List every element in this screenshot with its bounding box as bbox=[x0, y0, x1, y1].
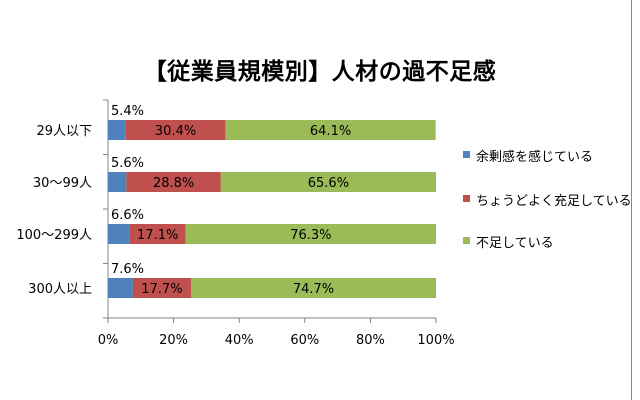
bar-segment bbox=[190, 278, 436, 298]
bar-segment bbox=[185, 224, 436, 244]
x-tick-label: 0% bbox=[98, 333, 119, 348]
bar-segment bbox=[108, 172, 127, 192]
legend-item-shortage: 不足している bbox=[463, 232, 554, 251]
x-tick-label: 100% bbox=[417, 333, 454, 348]
x-tick-label: 40% bbox=[225, 333, 254, 348]
data-label: 76.3% bbox=[290, 228, 331, 243]
data-label: 5.4% bbox=[111, 104, 144, 119]
bar-segment bbox=[108, 224, 130, 244]
legend-label-sufficient: ちょうどよく充足している bbox=[476, 194, 632, 209]
data-label: 6.6% bbox=[111, 208, 144, 223]
data-label: 74.7% bbox=[293, 282, 334, 297]
data-label: 28.8% bbox=[153, 176, 194, 191]
x-tick-label: 60% bbox=[290, 333, 319, 348]
legend-swatch-shortage bbox=[463, 237, 470, 244]
data-label: 65.6% bbox=[308, 176, 349, 191]
x-tick-label: 80% bbox=[356, 333, 385, 348]
category-label: 300人以上 bbox=[28, 282, 92, 297]
bar-segment bbox=[225, 120, 436, 140]
bar-segment bbox=[132, 278, 191, 298]
legend-item-surplus: 余剰感を感じている bbox=[463, 146, 593, 165]
chart-title: 【従業員規模別】人材の過不足感 bbox=[143, 59, 497, 85]
bar-segment bbox=[220, 172, 436, 192]
bar-segment bbox=[125, 120, 226, 140]
data-label: 30.4% bbox=[155, 124, 196, 139]
category-label: 29人以下 bbox=[36, 124, 92, 139]
legend-swatch-sufficient bbox=[463, 195, 470, 202]
legend-label-surplus: 余剰感を感じている bbox=[476, 150, 594, 165]
legend-label-shortage: 不足している bbox=[476, 236, 554, 251]
category-label: 100〜299人 bbox=[16, 228, 92, 243]
x-tick-label: 20% bbox=[159, 333, 188, 348]
data-label: 7.6% bbox=[111, 262, 144, 277]
bar-segment bbox=[126, 172, 221, 192]
legend-item-sufficient: ちょうどよく充足している bbox=[463, 190, 632, 209]
data-label: 17.7% bbox=[141, 282, 182, 297]
bar-segment bbox=[108, 278, 133, 298]
right-edge-rule bbox=[631, 0, 632, 400]
bar-segment bbox=[129, 224, 186, 244]
category-label: 30〜99人 bbox=[33, 176, 92, 191]
data-label: 17.1% bbox=[137, 228, 178, 243]
bar-segment bbox=[108, 120, 126, 140]
legend-swatch-surplus bbox=[463, 151, 470, 158]
data-label: 64.1% bbox=[310, 124, 351, 139]
data-label: 5.6% bbox=[111, 156, 144, 171]
